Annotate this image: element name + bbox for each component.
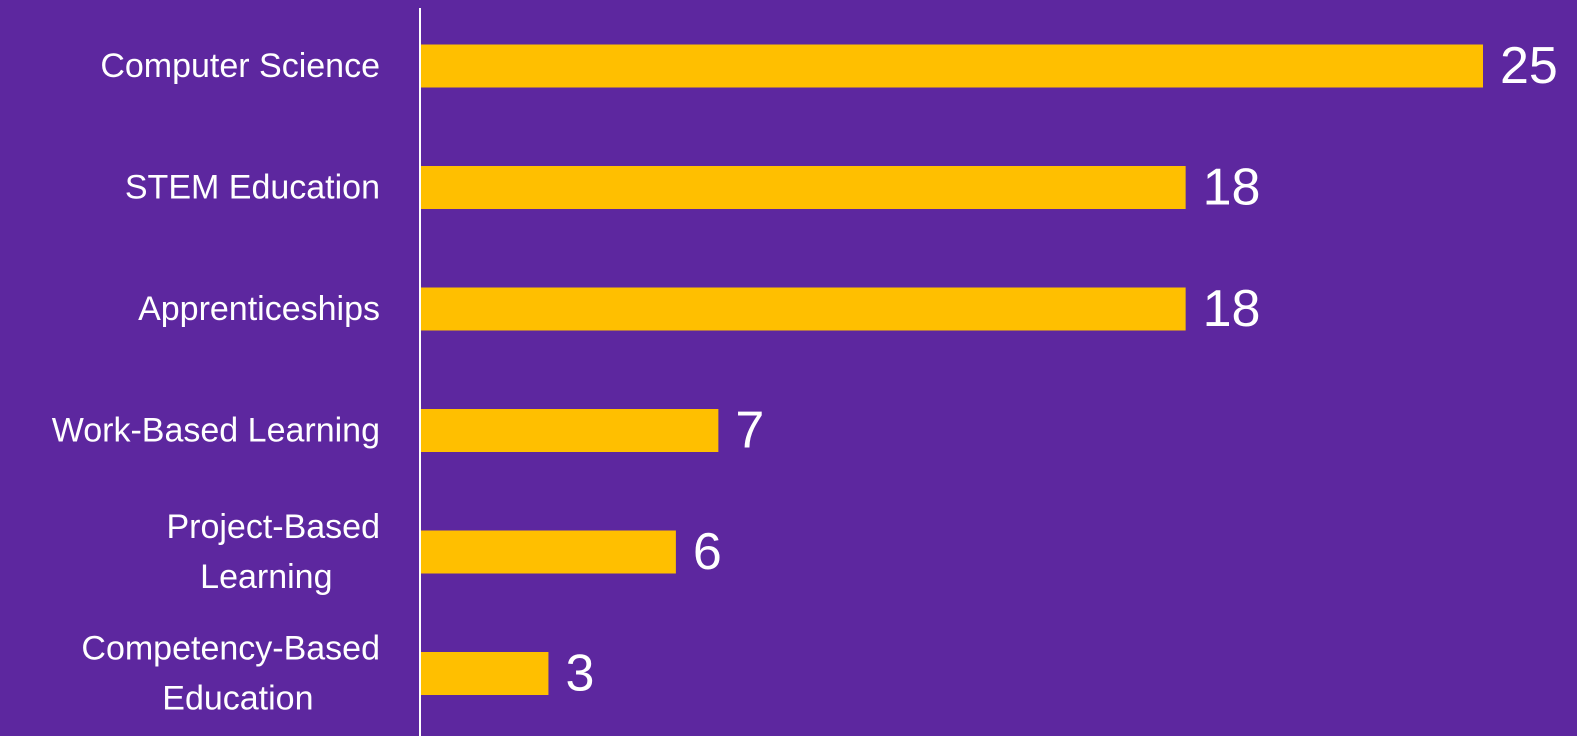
value-label-4: 6: [693, 523, 722, 581]
category-label-line: Learning: [200, 558, 332, 596]
bars-group: [421, 44, 1483, 695]
category-label-0: Computer Science: [100, 47, 380, 85]
value-label-0: 25: [1500, 37, 1558, 95]
value-label-2: 18: [1203, 280, 1261, 338]
bar-4: [421, 530, 676, 574]
value-label-1: 18: [1203, 159, 1261, 217]
value-label-3: 7: [735, 402, 764, 460]
category-label-3: Work-Based Learning: [52, 412, 380, 450]
category-label-4: Project-Based Learning: [166, 508, 380, 596]
bar-0: [421, 44, 1483, 88]
category-label-line: Work-Based Learning: [52, 412, 380, 450]
bar-1: [421, 166, 1186, 209]
value-labels-group: 25 18 18 7 6 3: [565, 37, 1557, 703]
category-label-line: Computer Science: [100, 47, 380, 85]
category-label-line: Competency-Based: [81, 630, 380, 668]
category-label-5: Competency-Based Education: [81, 630, 380, 718]
category-label-2: Apprenticeships: [138, 290, 380, 328]
value-label-5: 3: [565, 645, 594, 703]
bar-2: [421, 287, 1186, 331]
bar-3: [421, 409, 719, 452]
category-label-line: Education: [162, 680, 313, 718]
category-labels-group: Computer Science STEM Education Apprentice…: [52, 47, 380, 718]
category-label-line: Apprenticeships: [138, 290, 380, 328]
category-label-1: STEM Education: [125, 169, 380, 207]
bar-5: [421, 652, 549, 695]
category-label-line: STEM Education: [125, 169, 380, 207]
category-label-line: Project-Based: [166, 508, 380, 546]
